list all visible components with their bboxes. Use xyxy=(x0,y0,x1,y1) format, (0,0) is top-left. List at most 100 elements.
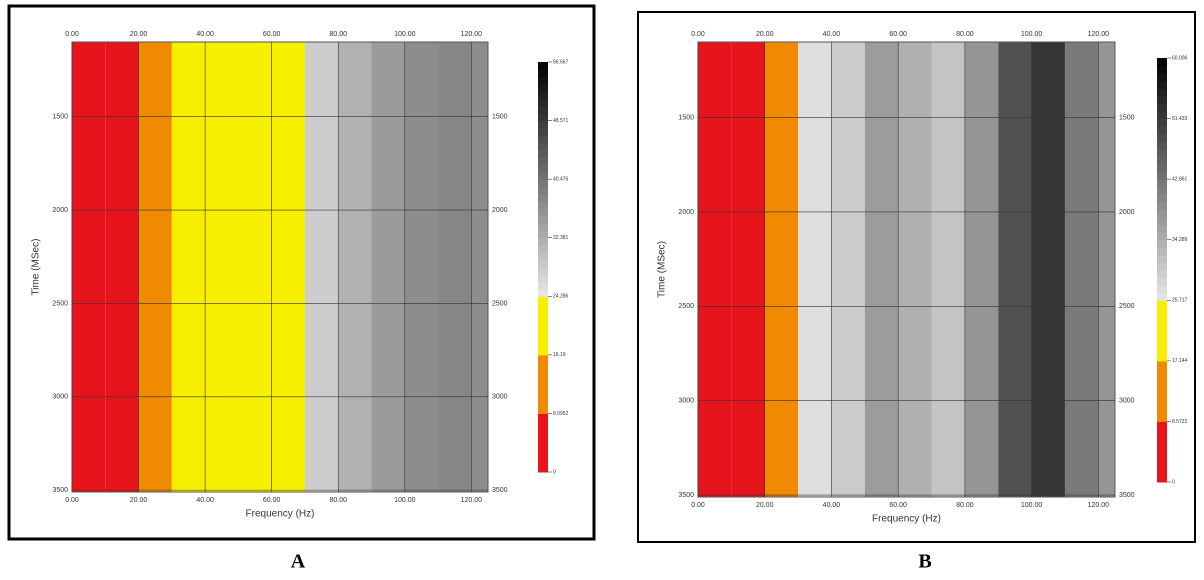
heat-cell xyxy=(72,42,106,492)
colorbar-tick-label: 34.289 xyxy=(1172,237,1188,243)
colorbar-segment xyxy=(1157,436,1167,445)
x-tick-label: 60.00 xyxy=(263,31,281,38)
y-tick-label: 2000 xyxy=(1119,209,1135,216)
y-tick-label: 2000 xyxy=(52,207,68,214)
colorbar-segment xyxy=(1157,186,1167,195)
colorbar-segment xyxy=(538,237,548,246)
colorbar-segment xyxy=(538,223,548,231)
colorbar-segment xyxy=(1157,315,1167,324)
colorbar-segment xyxy=(538,274,548,283)
colorbar-segment xyxy=(538,362,548,370)
colorbar-segment xyxy=(1157,80,1167,89)
colorbar-segment xyxy=(538,435,548,444)
colorbar-segment xyxy=(1157,65,1167,74)
x-tick-label: 0.00 xyxy=(691,502,705,509)
colorbar-segment xyxy=(1157,262,1167,271)
colorbar-tick-label: 60.006 xyxy=(1172,55,1188,61)
x-tick-label: 20.00 xyxy=(756,502,774,509)
x-tick-label: 120.00 xyxy=(461,31,483,38)
colorbar-segment xyxy=(1157,406,1167,415)
x-tick-label: 20.00 xyxy=(130,497,148,504)
colorbar-segment xyxy=(538,105,548,114)
colorbar-segment xyxy=(538,142,548,151)
colorbar-segment xyxy=(1157,421,1167,430)
colorbar-tick-label: 24.286 xyxy=(553,294,569,300)
colorbar-tick-label: 16.19 xyxy=(553,352,566,358)
colorbar-segment xyxy=(1157,360,1167,369)
heat-cell xyxy=(964,42,999,497)
y-tick-label: 3500 xyxy=(1119,492,1135,499)
colorbar-segment xyxy=(538,450,548,458)
y-tick-label: 2500 xyxy=(1119,303,1135,310)
colorbar-segment xyxy=(538,127,548,136)
colorbar-tick-label: 8.0952 xyxy=(553,411,569,417)
colorbar-tick-label: 56.667 xyxy=(553,59,569,65)
colorbar-tick-label: 8.5722 xyxy=(1172,419,1188,425)
x-tick-label: 40.00 xyxy=(823,31,841,38)
colorbar-segment xyxy=(1157,103,1167,112)
colorbar-segment xyxy=(1157,345,1167,354)
colorbar-tick-label: 32.381 xyxy=(553,235,569,241)
colorbar-tick-label: 51.433 xyxy=(1172,116,1188,122)
heat-cell xyxy=(1098,42,1115,497)
colorbar-segment xyxy=(1157,111,1167,120)
colorbar-segment xyxy=(1157,398,1167,407)
y-tick-label: 1500 xyxy=(1119,114,1135,121)
colorbar-segment xyxy=(538,135,548,144)
colorbar-segment xyxy=(538,171,548,180)
colorbar-segment xyxy=(1157,300,1167,309)
colorbar-segment xyxy=(1157,330,1167,339)
x-tick-label: 60.00 xyxy=(263,497,281,504)
y-tick-label: 1500 xyxy=(492,114,508,121)
colorbar-tick-label: 17.144 xyxy=(1172,358,1188,364)
colorbar-segment xyxy=(538,332,548,341)
colorbar-segment xyxy=(538,406,548,414)
colorbar-segment xyxy=(1157,164,1167,173)
x-tick-label: 0.00 xyxy=(691,31,705,38)
colorbar-segment xyxy=(1157,118,1167,127)
colorbar-segment xyxy=(538,267,548,275)
colorbar-segment xyxy=(1157,277,1167,286)
x-tick-label: 120.00 xyxy=(461,497,483,504)
colorbar-segment xyxy=(538,281,548,290)
x-tick-label: 20.00 xyxy=(130,31,148,38)
heat-cell xyxy=(438,42,472,492)
colorbar-segment xyxy=(1157,95,1167,104)
colorbar-segment xyxy=(1157,368,1167,377)
colorbar-segment xyxy=(1157,383,1167,392)
colorbar-segment xyxy=(1157,209,1167,218)
heat-cell xyxy=(764,42,799,497)
colorbar-segment xyxy=(1157,232,1167,241)
colorbar-segment xyxy=(538,464,548,473)
colorbar-segment xyxy=(538,318,548,327)
y-tick-label: 2000 xyxy=(492,207,508,214)
colorbar-segment xyxy=(1157,292,1167,301)
x-tick-label: 60.00 xyxy=(889,31,907,38)
colorbar-segment xyxy=(1157,459,1167,468)
x-tick-label: 40.00 xyxy=(196,31,214,38)
colorbar-segment xyxy=(1157,239,1167,248)
heat-cell xyxy=(271,42,305,492)
panel-label: B xyxy=(918,551,931,573)
heat-cell xyxy=(304,42,339,492)
y-tick-label: 3500 xyxy=(52,487,68,494)
colorbar-segment xyxy=(1157,156,1167,165)
colorbar-segment xyxy=(538,391,548,400)
colorbar-segment xyxy=(538,296,548,305)
colorbar-segment xyxy=(538,201,548,209)
colorbar-segment xyxy=(1157,376,1167,385)
colorbar-segment xyxy=(538,91,548,100)
colorbar-segment xyxy=(1157,247,1167,256)
colorbar-segment xyxy=(1157,58,1167,67)
colorbar-segment xyxy=(1157,194,1167,203)
colorbar-segment xyxy=(538,208,548,217)
heat-cell xyxy=(471,42,488,492)
colorbar-segment xyxy=(538,215,548,224)
heat-cell xyxy=(898,42,932,497)
y-tick-label: 1500 xyxy=(678,114,694,121)
y-axis-label: Time (MSec) xyxy=(657,241,668,298)
colorbar-segment xyxy=(538,193,548,202)
colorbar-tick-label: 25.717 xyxy=(1172,298,1188,304)
heat-cell xyxy=(731,42,765,497)
